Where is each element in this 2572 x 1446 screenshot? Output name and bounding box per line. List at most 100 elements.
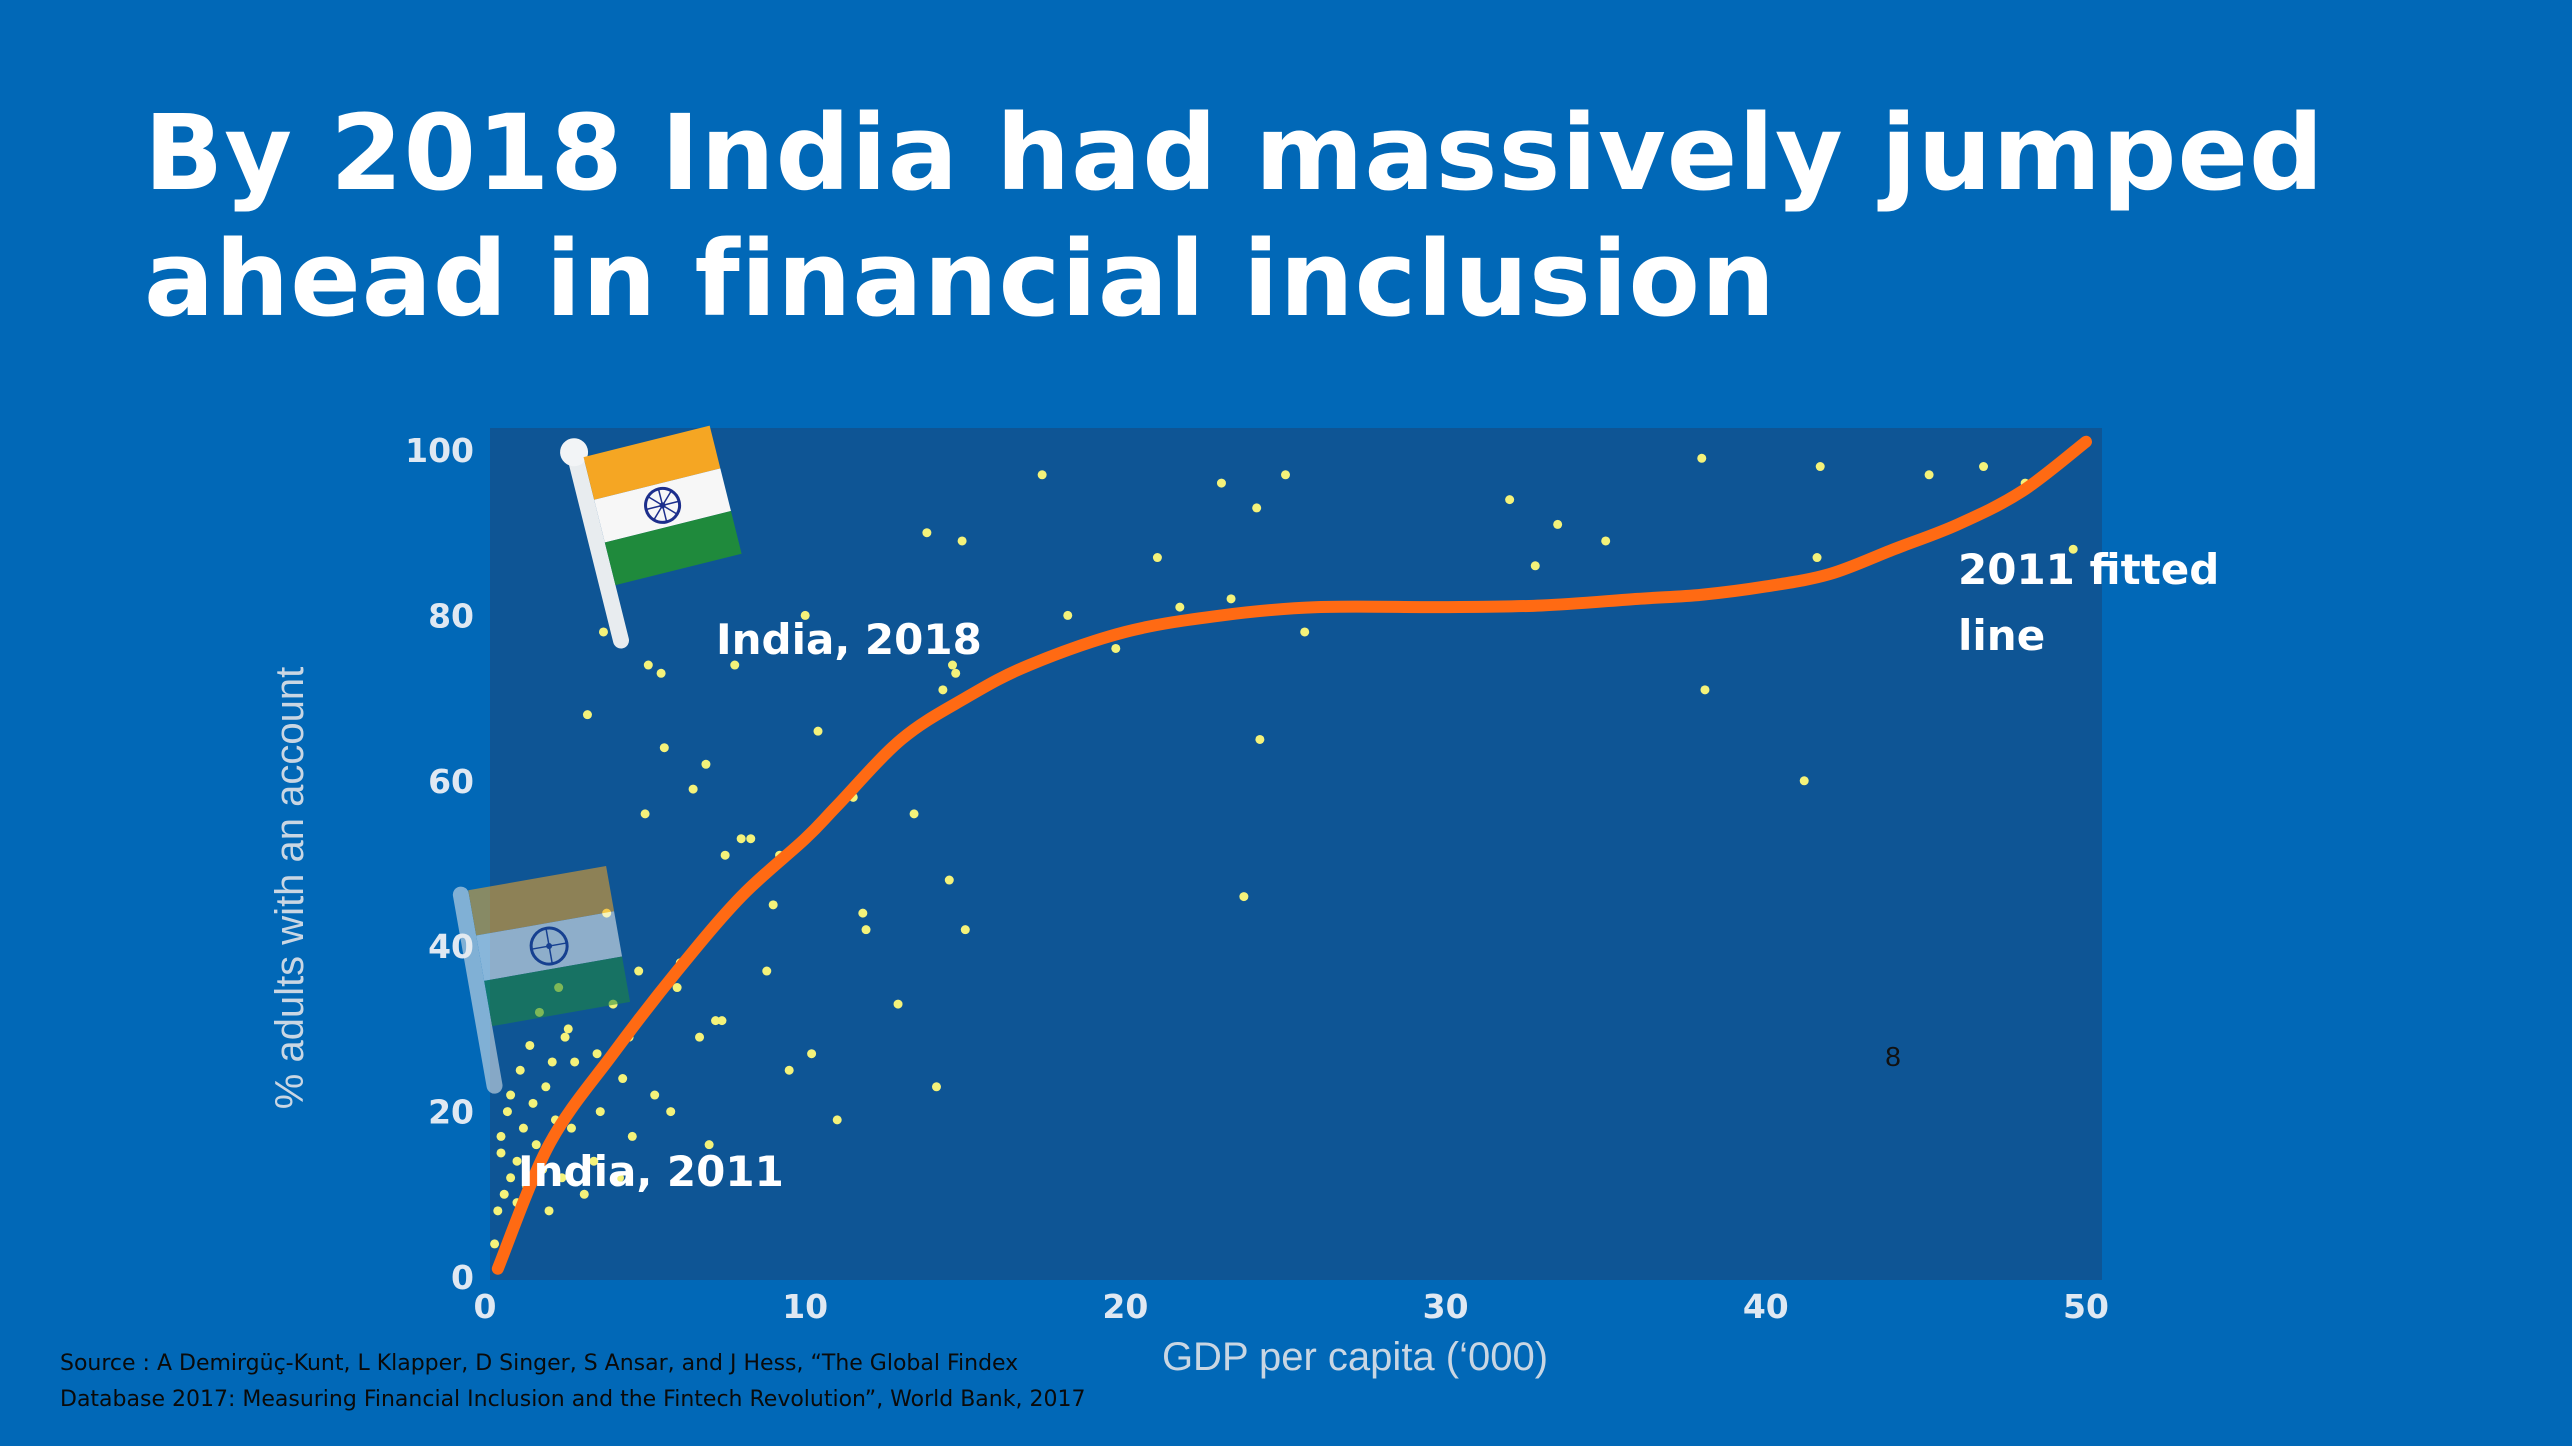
data-point — [813, 726, 823, 736]
data-point — [938, 685, 948, 695]
source-note: Source : A Demirgüç-Kunt, L Klapper, D S… — [60, 1351, 1086, 1412]
data-point — [659, 743, 669, 753]
data-point — [800, 610, 810, 620]
data-point — [704, 1140, 714, 1150]
data-point — [579, 1189, 589, 1199]
x-tick-label: 40 — [1743, 1287, 1789, 1326]
data-point — [531, 1140, 541, 1150]
data-point — [762, 966, 772, 976]
data-point — [711, 1016, 721, 1026]
y-tick-label: 100 — [405, 431, 474, 470]
slide-title-line-1: By 2018 India had massively jumped — [144, 92, 2325, 214]
data-point — [960, 925, 970, 935]
data-point — [695, 1032, 705, 1042]
x-axis-ticks: 0 10 20 30 40 50 — [474, 1287, 2109, 1326]
data-point — [589, 1156, 599, 1166]
y-tick-label: 80 — [428, 596, 474, 635]
data-point — [1924, 470, 1934, 480]
data-point — [947, 660, 957, 670]
data-point — [1697, 453, 1707, 463]
data-point — [944, 875, 954, 885]
x-tick-label: 20 — [1102, 1287, 1148, 1326]
data-point — [643, 660, 653, 670]
data-point — [496, 1131, 506, 1141]
annotation-fitted-line-2: line — [1958, 611, 2045, 660]
data-point — [1530, 561, 1540, 571]
page-number: 8 — [1885, 1041, 1901, 1072]
data-point — [909, 809, 919, 819]
data-point — [861, 925, 871, 935]
data-point — [544, 1206, 554, 1216]
data-point — [893, 999, 903, 1009]
data-point — [541, 1082, 551, 1092]
data-point — [672, 983, 682, 993]
x-tick-label: 50 — [2063, 1287, 2109, 1326]
data-point — [957, 536, 967, 546]
data-point — [598, 627, 608, 637]
fitted-line-2011 — [491, 435, 2092, 1275]
data-point — [570, 1057, 580, 1067]
data-point — [2068, 544, 2078, 554]
data-point — [490, 1239, 500, 1249]
data-point — [618, 1074, 628, 1084]
data-point — [1505, 495, 1515, 505]
data-point — [592, 1049, 602, 1059]
data-point — [627, 1131, 637, 1141]
data-point — [807, 1049, 817, 1059]
y-axis-label: % adults with an account — [268, 667, 312, 1109]
data-point — [858, 908, 868, 918]
data-point — [528, 1098, 538, 1108]
x-tick-label: 0 — [474, 1287, 497, 1326]
data-point — [1281, 470, 1290, 480]
data-point — [688, 784, 698, 794]
data-point — [560, 1032, 570, 1042]
x-axis-label: GDP per capita (‘000) — [1162, 1335, 1548, 1379]
data-point — [1601, 536, 1611, 546]
data-point — [547, 1057, 557, 1067]
data-point — [1799, 776, 1809, 786]
data-point — [701, 759, 711, 769]
data-point — [1111, 643, 1121, 653]
data-point — [515, 1065, 525, 1075]
data-point — [1700, 685, 1710, 695]
slide-title: By 2018 India had massively jumped ahead… — [144, 90, 2444, 342]
data-point — [595, 1107, 605, 1117]
data-point — [502, 1107, 512, 1117]
data-point — [496, 1148, 506, 1158]
data-point — [784, 1065, 794, 1075]
data-point — [1300, 627, 1310, 637]
data-point — [922, 528, 932, 538]
data-point — [1553, 519, 1563, 529]
data-point — [832, 1115, 842, 1125]
data-point — [1037, 470, 1047, 480]
data-point — [1175, 602, 1185, 612]
data-point — [768, 900, 778, 910]
data-point — [1226, 594, 1236, 604]
data-point — [1216, 478, 1226, 488]
slide-title-line-2: ahead in financial inclusion — [144, 218, 1777, 340]
data-point — [951, 668, 961, 678]
data-point — [640, 809, 650, 819]
data-point — [1152, 553, 1162, 563]
y-tick-label: 0 — [451, 1258, 474, 1297]
data-point — [656, 668, 666, 678]
data-point — [634, 966, 644, 976]
annotation-fitted-line-1: 2011 fitted — [1958, 545, 2219, 594]
data-point — [931, 1082, 941, 1092]
data-point — [1063, 610, 1073, 620]
data-point — [614, 1173, 624, 1183]
data-point — [736, 834, 746, 844]
annotation-india-2011: India, 2011 — [518, 1147, 784, 1196]
data-point — [746, 834, 756, 844]
data-point — [582, 710, 592, 720]
data-point — [506, 1090, 516, 1100]
y-tick-label: 60 — [428, 762, 474, 801]
india-flag-2011-icon — [452, 865, 631, 1094]
data-point — [1812, 553, 1822, 563]
annotation-india-2018: India, 2018 — [716, 615, 982, 664]
data-point — [1239, 892, 1249, 902]
data-point — [493, 1206, 503, 1216]
data-point — [1979, 462, 1989, 472]
y-tick-label: 20 — [428, 1093, 474, 1132]
